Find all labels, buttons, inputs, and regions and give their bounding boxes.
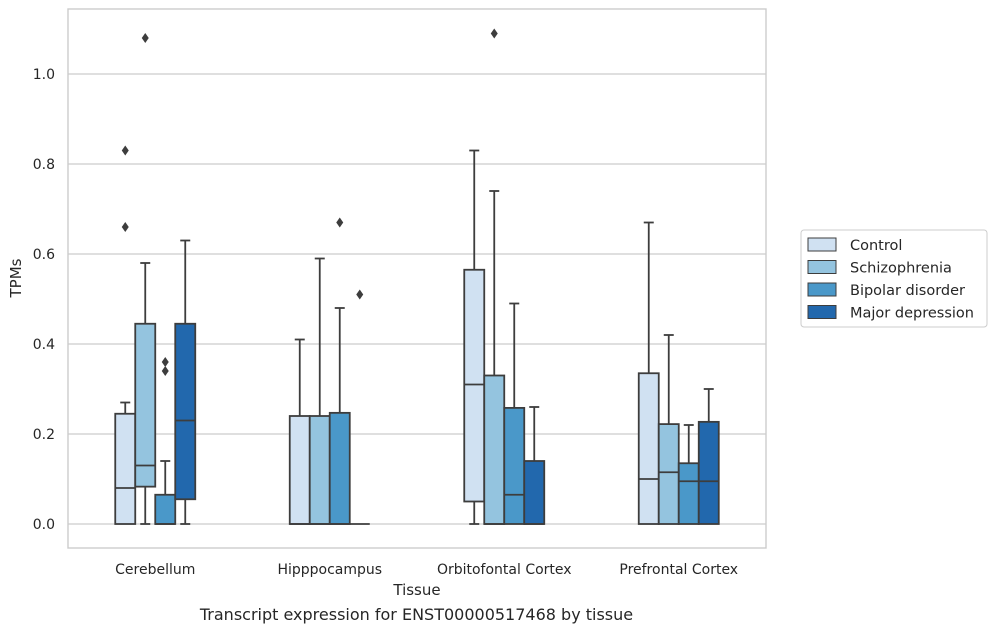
legend-frame — [800, 229, 988, 328]
outlier-point — [121, 222, 129, 232]
y-axis-title: TPMs — [7, 258, 25, 298]
box-groups — [114, 28, 720, 525]
x-tick-label: Orbitofontal Cortex — [437, 562, 572, 578]
outlier-point — [336, 217, 344, 228]
y-tick-label: 0.2 — [33, 427, 55, 443]
box-major-depression — [523, 406, 546, 525]
box-control — [114, 145, 137, 525]
outlier-point — [356, 289, 364, 300]
box-rect — [697, 420, 720, 525]
legend-label: Major depression — [850, 306, 974, 322]
box-schizophrenia — [134, 33, 157, 525]
outlier-point — [490, 28, 498, 39]
plot-frame — [67, 8, 767, 549]
legend-label: Bipolar disorder — [850, 283, 965, 299]
legend-swatch — [807, 282, 837, 297]
box-bipolar-disorder — [154, 357, 177, 525]
legend-swatch — [807, 305, 837, 319]
outlier-point — [141, 33, 149, 43]
box-rect — [657, 423, 680, 525]
box-bipolar-disorder — [328, 217, 351, 525]
y-tick-label: 0.8 — [33, 157, 55, 173]
box-rect — [463, 268, 486, 503]
box-schizophrenia — [657, 334, 680, 525]
legend: Control Schizophrenia Bipolar disorder Majo… — [800, 229, 988, 328]
y-tick-labels: 0.0 0.2 0.4 0.6 0.8 1.0 — [33, 67, 55, 533]
x-tick-label: Prefrontal Cortex — [619, 562, 738, 578]
box-rect — [308, 415, 331, 525]
outlier-point — [161, 357, 169, 367]
box-rect — [134, 322, 157, 488]
legend-label: Schizophrenia — [850, 261, 952, 277]
legend-label: Control — [850, 238, 902, 254]
box-rect — [677, 462, 700, 525]
box-rect — [174, 322, 197, 501]
x-tick-labels: Cerebellum Hipppocampus Orbitofontal Corte… — [115, 562, 738, 578]
y-tick-label: 0.6 — [33, 247, 55, 263]
x-tick-label: Hipppocampus — [277, 562, 382, 578]
outlier-point — [161, 366, 169, 376]
box-rect — [154, 493, 177, 525]
box-rect — [637, 372, 660, 525]
x-tick-label: Cerebellum — [115, 562, 195, 578]
y-tick-label: 1.0 — [33, 67, 55, 83]
box-major-depression — [349, 289, 370, 525]
box-major-depression — [174, 239, 197, 525]
x-axis-title: Tissue — [392, 581, 440, 599]
box-control — [288, 338, 311, 525]
box-rect — [328, 411, 351, 525]
legend-swatch — [807, 260, 837, 274]
outlier-point — [121, 145, 129, 156]
box-rect — [523, 460, 546, 525]
y-tick-label: 0.4 — [33, 337, 55, 353]
box-rect — [288, 415, 311, 525]
box-rect — [114, 412, 137, 525]
y-tick-label: 0.0 — [33, 517, 55, 533]
chart-caption: Transcript expression for ENST0000051746… — [199, 605, 634, 624]
box-rect — [483, 374, 506, 525]
box-rect — [503, 406, 526, 525]
legend-swatch — [807, 237, 837, 252]
box-major-depression — [697, 388, 720, 525]
